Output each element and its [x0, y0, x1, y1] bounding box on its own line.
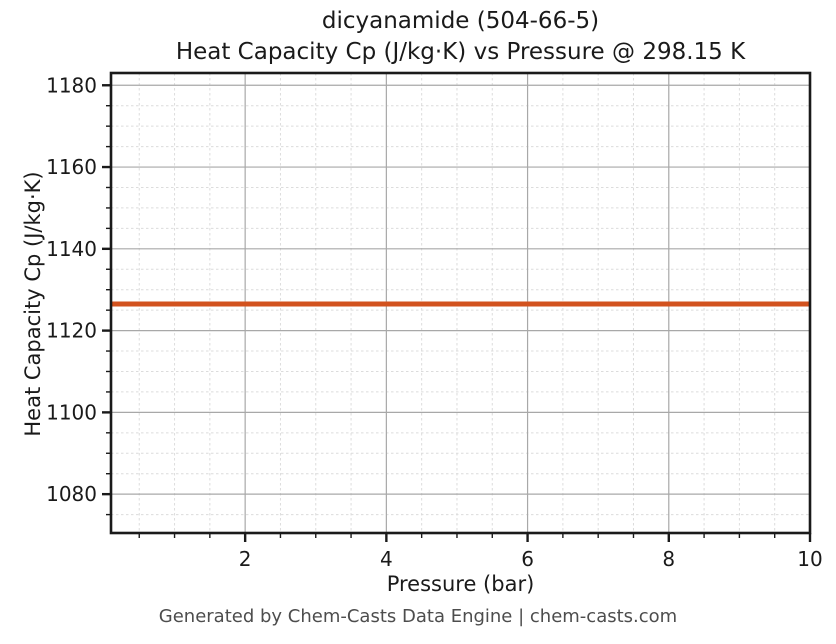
y-tick-label: 1140 [46, 237, 97, 261]
y-tick-label: 1080 [46, 482, 97, 506]
x-tick-label: 10 [797, 547, 822, 571]
y-tick-label: 1120 [46, 319, 97, 343]
x-tick-label: 4 [380, 547, 393, 571]
plot-spines [109, 71, 812, 535]
y-tick-label: 1180 [46, 73, 97, 97]
watermark-footer: Generated by Chem-Casts Data Engine | ch… [158, 606, 678, 627]
chart-title-line2: Heat Capacity Cp (J/kg·K) vs Pressure @ … [175, 39, 746, 65]
x-tick-label: 6 [521, 547, 534, 571]
x-axis-label: Pressure (bar) [386, 572, 535, 596]
y-tick-label: 1100 [46, 400, 97, 424]
tick-labels: 2 4 6 8 10 1080 1100 1120 1140 1160 1180 [46, 73, 823, 571]
chart-title-line1: dicyanamide (504-66-5) [321, 8, 600, 34]
x-tick-label: 2 [239, 547, 252, 571]
y-tick-label: 1160 [46, 155, 97, 179]
chart-title: dicyanamide (504-66-5) Heat Capacity Cp … [111, 6, 810, 68]
x-tick-label: 8 [662, 547, 675, 571]
